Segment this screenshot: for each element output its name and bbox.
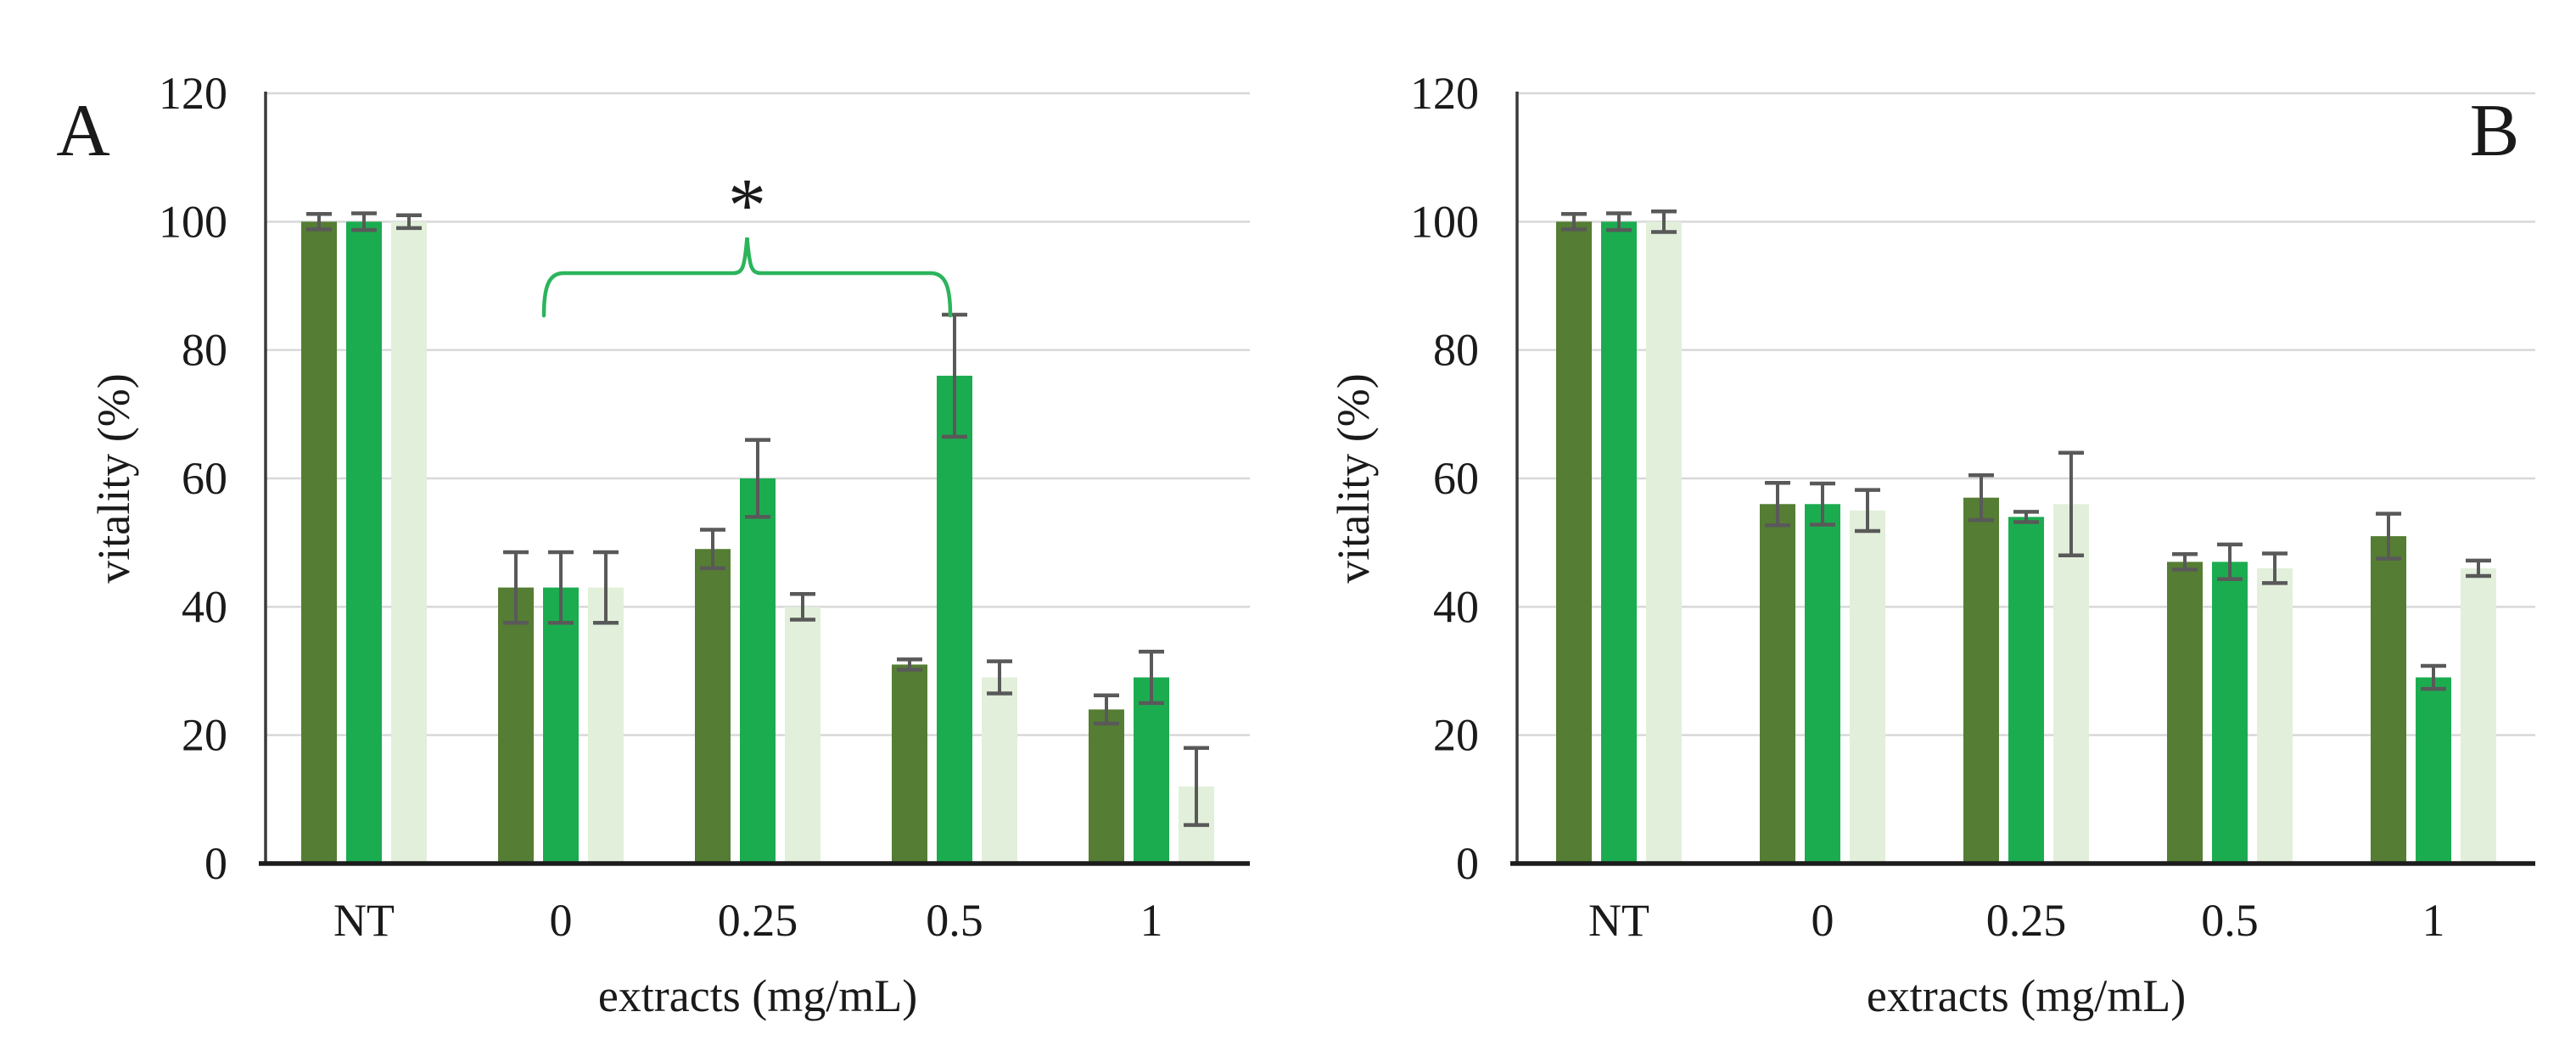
bar-dark-green-1 — [2371, 536, 2406, 864]
error-bar-dark-green-1 — [1094, 693, 1119, 726]
error-bar-medium-green-0.5 — [942, 312, 967, 439]
error-bar-medium-green-0 — [1810, 481, 1835, 527]
bar-medium-green-0.5 — [2212, 562, 2248, 864]
error-bar-dark-green-NT — [1561, 212, 1587, 232]
chart-b-xlabel: extracts (mg/mL) — [1867, 970, 2186, 1021]
bar-pale-green-1 — [2461, 567, 2496, 864]
significance-asterisk: * — [728, 164, 766, 248]
y-tick-label-80: 80 — [1433, 325, 1479, 376]
x-tick-label-NT: NT — [1588, 895, 1649, 946]
error-bar-pale-green-0.25 — [790, 591, 815, 622]
y-tick-label-100: 100 — [159, 196, 227, 247]
error-bar-dark-green-NT — [306, 212, 332, 232]
x-tick-label-0: 0 — [550, 895, 573, 946]
x-tick-label-0.5: 0.5 — [2201, 895, 2259, 946]
y-tick-label-60: 60 — [182, 453, 227, 504]
x-tick-label-1: 1 — [2422, 895, 2445, 946]
bar-medium-green-0 — [543, 587, 579, 864]
error-bar-dark-green-0.25 — [700, 528, 725, 571]
error-bar-medium-green-NT — [351, 211, 377, 232]
x-tick-label-NT: NT — [333, 895, 395, 946]
y-tick-label-0: 0 — [204, 838, 227, 889]
y-tick-label-120: 120 — [159, 68, 227, 119]
panel-b-label: B — [2470, 90, 2520, 172]
error-bar-medium-green-0.5 — [2217, 542, 2243, 582]
y-tick-label-100: 100 — [1410, 196, 1479, 247]
bar-pale-green-0.5 — [2257, 567, 2293, 864]
error-bar-pale-green-0 — [1855, 488, 1880, 534]
y-tick-label-40: 40 — [182, 581, 227, 632]
bar-dark-green-0 — [498, 587, 534, 864]
bar-dark-green-0.5 — [2167, 562, 2203, 864]
chart-b-ylabel: vitality (%) — [1328, 373, 1379, 583]
bar-dark-green-0.5 — [892, 664, 927, 864]
bar-dark-green-0.25 — [1963, 497, 1999, 864]
error-bar-medium-green-NT — [1606, 211, 1632, 232]
chart-b-plot: 0 20 40 60 80 100 120 NT 0 0.25 0.5 1 — [1410, 68, 2535, 946]
chart-a-plot: 0 20 40 60 80 100 120 NT 0 0.25 0.5 1 * — [159, 68, 1250, 946]
bar-dark-green-NT — [1556, 221, 1592, 864]
bar-medium-green-1 — [1134, 677, 1169, 864]
error-bar-pale-green-0.5 — [2262, 551, 2288, 585]
bar-medium-green-0 — [1805, 504, 1840, 864]
bar-medium-green-0.5 — [937, 375, 972, 864]
error-bar-medium-green-0 — [548, 550, 574, 625]
bar-pale-green-0.25 — [785, 606, 820, 864]
error-bar-pale-green-1 — [2466, 558, 2491, 579]
error-bar-dark-green-0.5 — [897, 657, 922, 672]
panel-a-label: A — [56, 90, 110, 172]
chart-a-ylabel: vitality (%) — [88, 373, 139, 583]
error-bar-dark-green-0.25 — [1968, 472, 1994, 523]
bar-pale-green-0 — [1850, 510, 1885, 864]
chart-a-xlabel: extracts (mg/mL) — [598, 970, 917, 1021]
bar-pale-green-NT — [1646, 221, 1682, 864]
bar-medium-green-1 — [2416, 677, 2451, 864]
error-bar-medium-green-0.25 — [745, 438, 770, 519]
x-tick-label-0.25: 0.25 — [718, 895, 798, 946]
bar-medium-green-0.25 — [2008, 517, 2044, 864]
y-tick-label-0: 0 — [1456, 838, 1479, 889]
bar-medium-green-NT — [1601, 221, 1637, 864]
x-tick-label-0: 0 — [1812, 895, 1834, 946]
y-tick-label-20: 20 — [182, 710, 227, 761]
error-bar-pale-green-0 — [593, 550, 619, 625]
error-bar-dark-green-1 — [2376, 511, 2401, 561]
error-bar-medium-green-0.25 — [2013, 510, 2039, 524]
error-bar-pale-green-NT — [1651, 209, 1677, 234]
y-tick-label-120: 120 — [1410, 68, 1479, 119]
bar-pale-green-0.25 — [2053, 504, 2089, 864]
error-bar-dark-green-0 — [1765, 481, 1790, 528]
bar-dark-green-0 — [1760, 504, 1795, 864]
x-tick-label-1: 1 — [1140, 895, 1163, 946]
error-bar-pale-green-0.5 — [987, 659, 1012, 696]
bar-medium-green-0.25 — [740, 478, 776, 864]
y-tick-label-20: 20 — [1433, 710, 1479, 761]
error-bar-dark-green-0.5 — [2172, 552, 2198, 572]
error-bar-pale-green-0.25 — [2058, 450, 2084, 558]
error-bar-medium-green-1 — [1139, 650, 1164, 706]
bar-pale-green-0.5 — [982, 677, 1017, 864]
error-bar-pale-green-1 — [1184, 746, 1209, 827]
bar-pale-green-0 — [588, 587, 624, 864]
x-tick-label-0.25: 0.25 — [1986, 895, 2067, 946]
x-tick-label-0.5: 0.5 — [926, 895, 983, 946]
bar-dark-green-1 — [1089, 709, 1124, 864]
error-bar-medium-green-1 — [2421, 663, 2446, 691]
bar-dark-green-0.25 — [695, 549, 731, 864]
chart-b: 0 20 40 60 80 100 120 NT 0 0.25 0.5 1 B vitality (%… — [1328, 68, 2535, 1021]
error-bar-dark-green-0 — [503, 550, 529, 625]
y-tick-label-40: 40 — [1433, 581, 1479, 632]
bar-medium-green-NT — [346, 221, 382, 864]
bar-dark-green-NT — [301, 221, 337, 864]
y-tick-label-60: 60 — [1433, 453, 1479, 504]
significance-bracket — [541, 237, 953, 318]
y-tick-label-80: 80 — [182, 325, 227, 376]
error-bar-pale-green-NT — [396, 213, 422, 231]
bar-pale-green-NT — [391, 221, 427, 864]
chart-a: 0 20 40 60 80 100 120 NT 0 0.25 0.5 1 * A vitality (… — [56, 68, 1250, 1021]
